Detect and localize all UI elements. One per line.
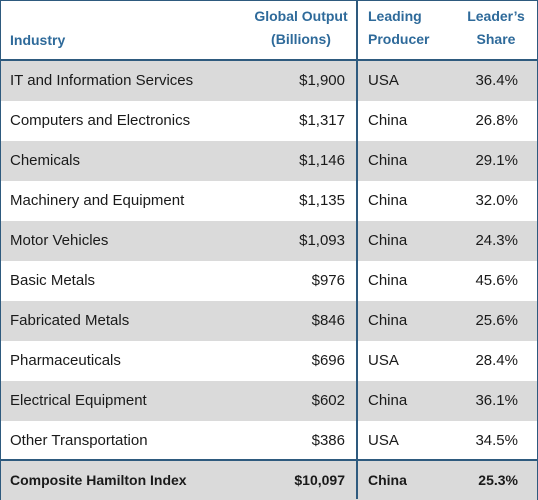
row-share: 32.0% <box>475 192 518 209</box>
row-share: 36.4% <box>475 72 518 89</box>
row-output: $1,135 <box>299 192 345 209</box>
column-divider <box>356 1 358 499</box>
header-global-output-line1: Global Output <box>254 8 348 24</box>
row-industry: Basic Metals <box>10 272 96 289</box>
row-producer: China <box>368 272 408 289</box>
total-share: 25.3% <box>478 472 518 488</box>
row-output: $1,317 <box>299 112 345 129</box>
row-producer: USA <box>368 352 399 369</box>
row-producer: USA <box>368 72 399 89</box>
header-leaders-share-line2: Share <box>476 31 516 47</box>
row-output: $602 <box>311 392 345 409</box>
table-row: Fabricated Metals $846 China 25.6% <box>1 301 537 341</box>
table-row: Pharmaceuticals $696 USA 28.4% <box>1 341 537 381</box>
row-producer: China <box>368 392 408 409</box>
row-output: $976 <box>311 272 345 289</box>
total-row: Composite Hamilton Index $10,097 China 2… <box>1 460 537 500</box>
row-output: $1,093 <box>299 232 345 249</box>
header-global-output: Global Output (Billions) <box>245 5 357 51</box>
table-header: Industry Global Output (Billions) Leadin… <box>1 1 537 60</box>
header-leading-producer-line2: Producer <box>368 31 430 47</box>
row-output: $1,900 <box>299 72 345 89</box>
table-row: Chemicals $1,146 China 29.1% <box>1 141 537 181</box>
row-producer: China <box>368 232 408 249</box>
row-producer: China <box>368 312 408 329</box>
header-leaders-share-line1: Leader’s <box>467 8 525 24</box>
row-producer: China <box>368 112 408 129</box>
header-leading-producer: Leading Producer <box>368 5 429 51</box>
row-industry: Computers and Electronics <box>10 112 191 129</box>
row-industry: Electrical Equipment <box>10 392 147 409</box>
row-share: 36.1% <box>475 392 518 409</box>
row-producer: China <box>368 152 408 169</box>
row-share: 25.6% <box>475 312 518 329</box>
row-industry: Chemicals <box>10 152 81 169</box>
row-share: 45.6% <box>475 272 518 289</box>
row-producer: USA <box>368 432 399 449</box>
row-share: 24.3% <box>475 232 518 249</box>
table-row: Basic Metals $976 China 45.6% <box>1 261 537 301</box>
table-row: Machinery and Equipment $1,135 China 32.0% <box>1 181 537 221</box>
row-share: 34.5% <box>475 432 518 449</box>
header-leaders-share: Leader’s Share <box>456 5 536 51</box>
row-industry: Motor Vehicles <box>10 232 109 249</box>
row-output: $1,146 <box>299 152 345 169</box>
row-output: $696 <box>311 352 345 369</box>
row-industry: Other Transportation <box>10 432 148 449</box>
table-row: Other Transportation $386 USA 34.5% <box>1 421 537 461</box>
total-divider <box>1 459 537 461</box>
row-output: $386 <box>311 432 345 449</box>
table-row: Motor Vehicles $1,093 China 24.3% <box>1 221 537 261</box>
total-producer: China <box>368 472 407 488</box>
table-row: IT and Information Services $1,900 USA 36.4… <box>1 61 537 101</box>
header-leading-producer-line1: Leading <box>368 8 422 24</box>
row-producer: China <box>368 192 408 209</box>
row-share: 29.1% <box>475 152 518 169</box>
row-industry: IT and Information Services <box>10 72 194 89</box>
row-share: 26.8% <box>475 112 518 129</box>
row-industry: Fabricated Metals <box>10 312 130 329</box>
row-industry: Machinery and Equipment <box>10 192 185 209</box>
total-output: $10,097 <box>294 472 345 488</box>
table-row: Electrical Equipment $602 China 36.1% <box>1 381 537 421</box>
row-industry: Pharmaceuticals <box>10 352 121 369</box>
header-divider <box>1 59 537 61</box>
row-share: 28.4% <box>475 352 518 369</box>
header-global-output-line2: (Billions) <box>271 31 331 47</box>
header-industry: Industry <box>10 32 66 48</box>
row-output: $846 <box>311 312 345 329</box>
total-industry: Composite Hamilton Index <box>10 472 187 488</box>
table-row: Computers and Electronics $1,317 China 26.8… <box>1 101 537 141</box>
